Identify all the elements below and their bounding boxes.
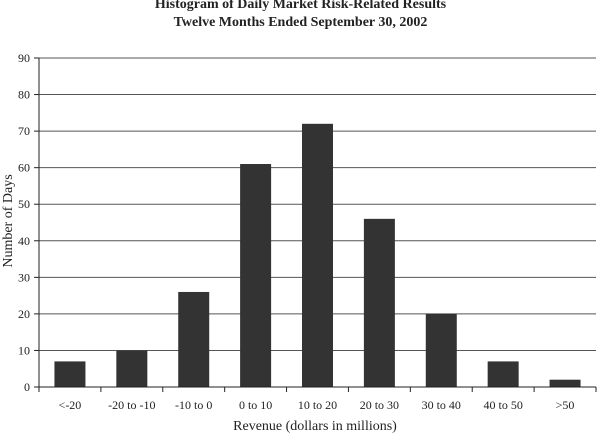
x-tick-label: 30 to 40: [422, 398, 461, 412]
bar: [549, 379, 581, 387]
bar: [302, 123, 333, 388]
y-tick-label: 40: [18, 234, 30, 248]
x-tick-label: <-20: [59, 398, 82, 412]
chart-title: Histogram of Daily Market Risk-Related R…: [154, 0, 447, 12]
x-tick-label: >50: [556, 398, 575, 412]
y-tick-label: 20: [18, 307, 30, 321]
bar: [363, 218, 395, 387]
bar: [425, 313, 457, 387]
y-tick-label: 60: [18, 161, 30, 175]
tick-labels: 0 10 20 30 40 50 60 70 80 90 <-20 -20 to -10 -10 to …: [18, 51, 574, 412]
y-tick-label: 90: [18, 51, 30, 65]
y-tick-label: 50: [18, 197, 30, 211]
y-tick-label: 30: [18, 270, 30, 284]
x-tick-label: 0 to 10: [239, 398, 272, 412]
x-tick-label: -20 to -10: [108, 398, 155, 412]
chart-subtitle: Twelve Months Ended September 30, 2002: [173, 15, 428, 30]
y-tick-label: 70: [18, 124, 30, 138]
y-tick-label: 80: [18, 88, 30, 102]
x-tick-label: 10 to 20: [298, 398, 337, 412]
y-tick-label: 10: [18, 343, 30, 357]
bar: [178, 291, 210, 387]
bars: [54, 123, 581, 388]
x-tick-label: -10 to 0: [175, 398, 212, 412]
axes: [34, 57, 597, 392]
bar: [116, 350, 148, 387]
x-tick-label: 40 to 50: [483, 398, 522, 412]
x-tick-label: 20 to 30: [360, 398, 399, 412]
bar: [54, 361, 86, 387]
bar: [487, 361, 519, 387]
x-axis-label: Revenue (dollars in millions): [233, 419, 397, 434]
bar: [240, 164, 272, 387]
y-axis-label: Number of Days: [1, 174, 16, 267]
y-tick-label: 0: [24, 380, 30, 394]
